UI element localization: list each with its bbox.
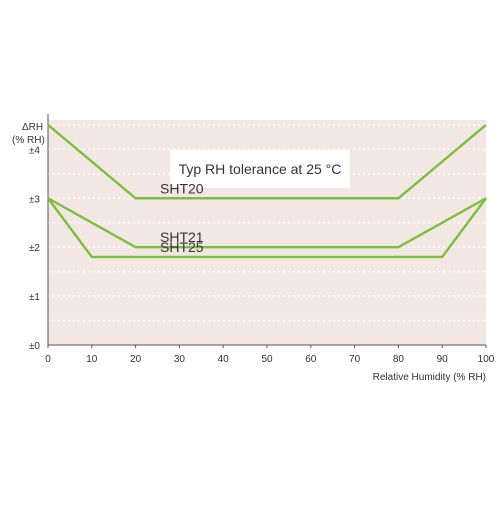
x-tick-label: 10 xyxy=(86,354,98,365)
y-axis-label-line1: ΔRH xyxy=(22,122,43,133)
x-tick-label: 50 xyxy=(261,354,273,365)
y-axis-label-line2: (% RH) xyxy=(12,135,45,146)
x-tick-label: 100 xyxy=(478,354,495,365)
series-line-sht20 xyxy=(47,123,487,200)
gridlines xyxy=(48,124,486,322)
y-tick-label: ±1 xyxy=(29,292,40,303)
series-label-sht20: SHT20 xyxy=(160,180,204,196)
x-tick-label: 20 xyxy=(130,354,142,365)
x-tick-label: 80 xyxy=(393,354,405,365)
x-tick-label: 0 xyxy=(45,354,51,365)
x-tick-label: 70 xyxy=(349,354,361,365)
x-tick-label: 40 xyxy=(218,354,230,365)
y-tick-label: ±0 xyxy=(29,341,40,352)
chart-title: Typ RH tolerance at 25 °C xyxy=(179,161,342,177)
series-line-sht25 xyxy=(47,197,487,259)
series-lines xyxy=(47,123,487,259)
series-label-sht21: SHT21 xyxy=(160,229,204,245)
title-box xyxy=(170,150,350,188)
x-tick-label: 60 xyxy=(305,354,317,365)
x-tick-label: 90 xyxy=(437,354,449,365)
series-label-sht25: SHT25 xyxy=(160,239,204,255)
y-tick-label: ±3 xyxy=(29,194,40,205)
x-tick-label: 30 xyxy=(174,354,186,365)
series-line-sht21 xyxy=(47,197,487,249)
tick-labels: 0 10 20 30 40 50 60 70 80 90 100 ±0 ±1 ±2 ±3 ±4 xyxy=(29,145,495,365)
x-axis-label: Relative Humidity (% RH) xyxy=(373,372,486,383)
y-tick-label: ±4 xyxy=(29,145,40,156)
y-tick-label: ±2 xyxy=(29,243,40,254)
